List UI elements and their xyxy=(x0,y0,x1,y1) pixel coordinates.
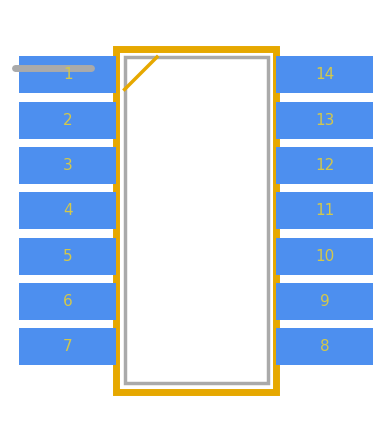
Text: 9: 9 xyxy=(320,294,330,309)
Text: 12: 12 xyxy=(315,158,335,173)
Bar xyxy=(276,328,373,365)
Text: 4: 4 xyxy=(63,203,72,218)
Bar xyxy=(19,147,116,184)
Text: 14: 14 xyxy=(315,67,335,82)
Text: 6: 6 xyxy=(63,294,72,309)
Bar xyxy=(276,238,373,274)
Text: 13: 13 xyxy=(315,113,335,127)
Text: 8: 8 xyxy=(320,339,330,354)
Bar xyxy=(19,283,116,320)
Bar xyxy=(276,283,373,320)
Text: 3: 3 xyxy=(63,158,72,173)
Bar xyxy=(19,56,116,93)
Bar xyxy=(276,102,373,139)
Text: 11: 11 xyxy=(315,203,335,218)
Bar xyxy=(19,102,116,139)
Text: 5: 5 xyxy=(63,249,72,264)
Text: 7: 7 xyxy=(63,339,72,354)
Text: 1: 1 xyxy=(63,67,72,82)
Bar xyxy=(125,57,268,383)
Text: 10: 10 xyxy=(315,249,335,264)
Bar xyxy=(276,192,373,229)
Bar xyxy=(19,192,116,229)
Bar xyxy=(19,238,116,274)
Bar xyxy=(276,56,373,93)
Text: 2: 2 xyxy=(63,113,72,127)
Bar xyxy=(19,328,116,365)
Bar xyxy=(116,49,276,392)
Bar xyxy=(276,147,373,184)
